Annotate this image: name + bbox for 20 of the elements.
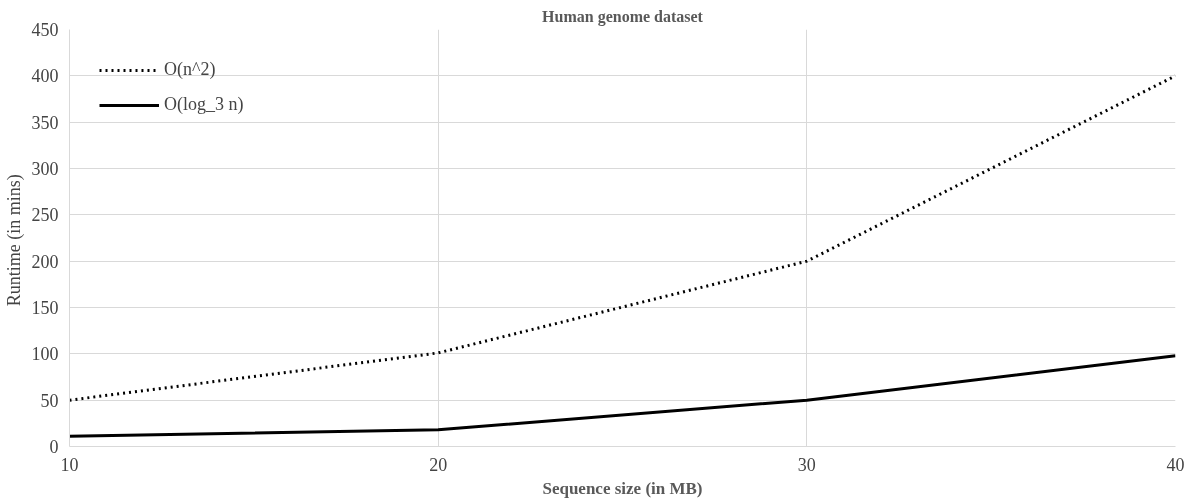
x-tick-label: 30 [797,454,816,475]
x-tick-label: 40 [1166,454,1185,475]
y-tick-label: 350 [31,112,59,133]
y-tick-label: 100 [31,344,59,365]
x-axis-title: Sequence size (in MB) [542,478,703,498]
legend-label: O(log_3 n) [164,94,244,115]
y-tick-label: 450 [31,20,59,40]
line-series [69,354,1176,438]
y-tick-label: 250 [31,205,59,226]
y-tick-label: 0 [49,437,59,457]
x-tick-label: 20 [429,454,448,475]
y-tick-label: 150 [31,298,59,318]
y-axis-title: Runtime (in mins) [3,174,25,307]
y-tick-label: 50 [40,390,59,411]
y-tick-label: 300 [31,159,59,179]
chart-title: Human genome dataset [542,7,704,26]
legend-label: O(n^2) [164,59,216,80]
y-tick-label: 200 [31,251,59,272]
x-tick-label: 10 [60,454,79,475]
y-tick-label: 400 [31,66,59,87]
